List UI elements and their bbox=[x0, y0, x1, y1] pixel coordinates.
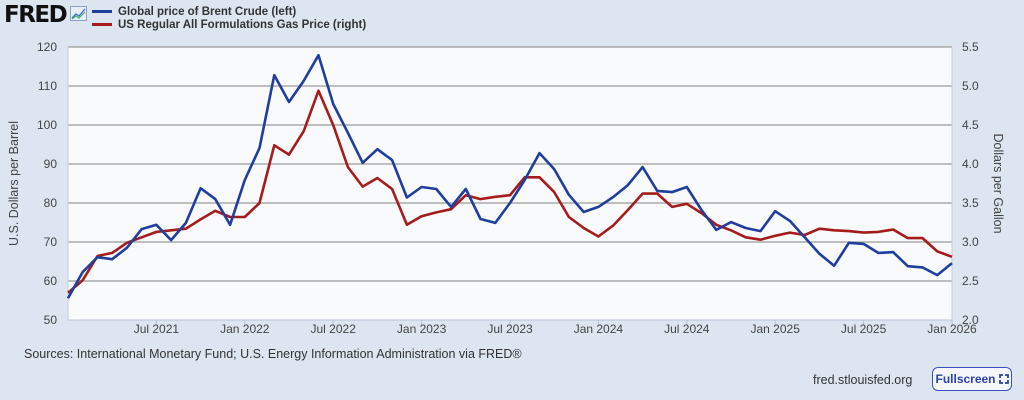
legend-swatch-brent bbox=[92, 10, 112, 13]
legend-label-brent: Global price of Brent Crude (left) bbox=[118, 5, 297, 18]
legend-label-gas: US Regular All Formulations Gas Price (r… bbox=[118, 18, 367, 31]
y-tick-label-left: 70 bbox=[44, 235, 58, 249]
x-tick-label: Jan 2026 bbox=[927, 322, 977, 336]
sources-note: Sources: International Monetary Fund; U.… bbox=[24, 347, 522, 361]
legend-swatch-gas bbox=[92, 23, 112, 26]
y-tick-label-right: 5.5 bbox=[962, 40, 979, 54]
y-tick-label-left: 120 bbox=[37, 40, 57, 54]
y-tick-label-right: 3.0 bbox=[962, 235, 979, 249]
y-tick-label-right: 4.0 bbox=[962, 157, 979, 171]
x-tick-label: Jul 2025 bbox=[841, 322, 887, 336]
series-lines bbox=[66, 53, 953, 299]
y-tick-label-left: 100 bbox=[37, 118, 57, 132]
site-link[interactable]: fred.stlouisfed.org bbox=[813, 373, 913, 387]
x-tick-label: Jan 2022 bbox=[220, 322, 270, 336]
y-tick-label-left: 90 bbox=[44, 157, 58, 171]
x-tick-label: Jan 2025 bbox=[751, 322, 801, 336]
line-chart-icon bbox=[70, 6, 87, 21]
y-axis-left-title: U.S. Dollars per Barrel bbox=[7, 121, 21, 246]
y-axis-left-ticks: 50 60 70 80 90 100 110 120 bbox=[37, 40, 57, 327]
y-tick-label-right: 2.5 bbox=[962, 274, 979, 288]
x-tick-label: Jan 2023 bbox=[397, 322, 447, 336]
y-tick-label-right: 4.5 bbox=[962, 118, 979, 132]
legend-item-gas[interactable]: US Regular All Formulations Gas Price (r… bbox=[92, 18, 366, 31]
expand-icon bbox=[998, 374, 1009, 384]
y-tick-label-right: 3.5 bbox=[962, 196, 979, 210]
plot-area bbox=[68, 47, 952, 320]
x-tick-label: Jul 2021 bbox=[134, 322, 180, 336]
y-tick-label-left: 50 bbox=[44, 313, 58, 327]
fred-logo[interactable]: FRED bbox=[4, 2, 68, 28]
y-tick-label-right: 5.0 bbox=[962, 79, 979, 93]
x-tick-label: Jul 2022 bbox=[311, 322, 357, 336]
y-axis-right-ticks: 2.0 2.5 3.0 3.5 4.0 4.5 5.0 5.5 bbox=[962, 40, 979, 327]
legend-item-brent[interactable]: Global price of Brent Crude (left) bbox=[92, 5, 366, 18]
chart-legend: Global price of Brent Crude (left) US Re… bbox=[92, 5, 366, 31]
y-tick-label-left: 110 bbox=[38, 79, 57, 93]
x-tick-label: Jul 2023 bbox=[487, 322, 533, 336]
x-tick-label: Jul 2024 bbox=[664, 322, 710, 336]
fullscreen-button[interactable]: Fullscreen bbox=[932, 367, 1012, 391]
fullscreen-label: Fullscreen bbox=[935, 372, 996, 386]
x-tick-label: Jan 2024 bbox=[574, 322, 624, 336]
y-axis-right-title: Dollars per Gallon bbox=[991, 133, 1005, 233]
y-tick-label-left: 60 bbox=[44, 274, 58, 288]
y-tick-label-right: 2.0 bbox=[962, 313, 979, 327]
series-line-brent bbox=[66, 53, 953, 299]
x-axis-ticks: Jul 2021 Jan 2022 Jul 2022 Jan 2023 Jul 2023… bbox=[134, 320, 977, 336]
series-line-gas bbox=[67, 89, 953, 294]
y-tick-label-left: 80 bbox=[44, 196, 58, 210]
